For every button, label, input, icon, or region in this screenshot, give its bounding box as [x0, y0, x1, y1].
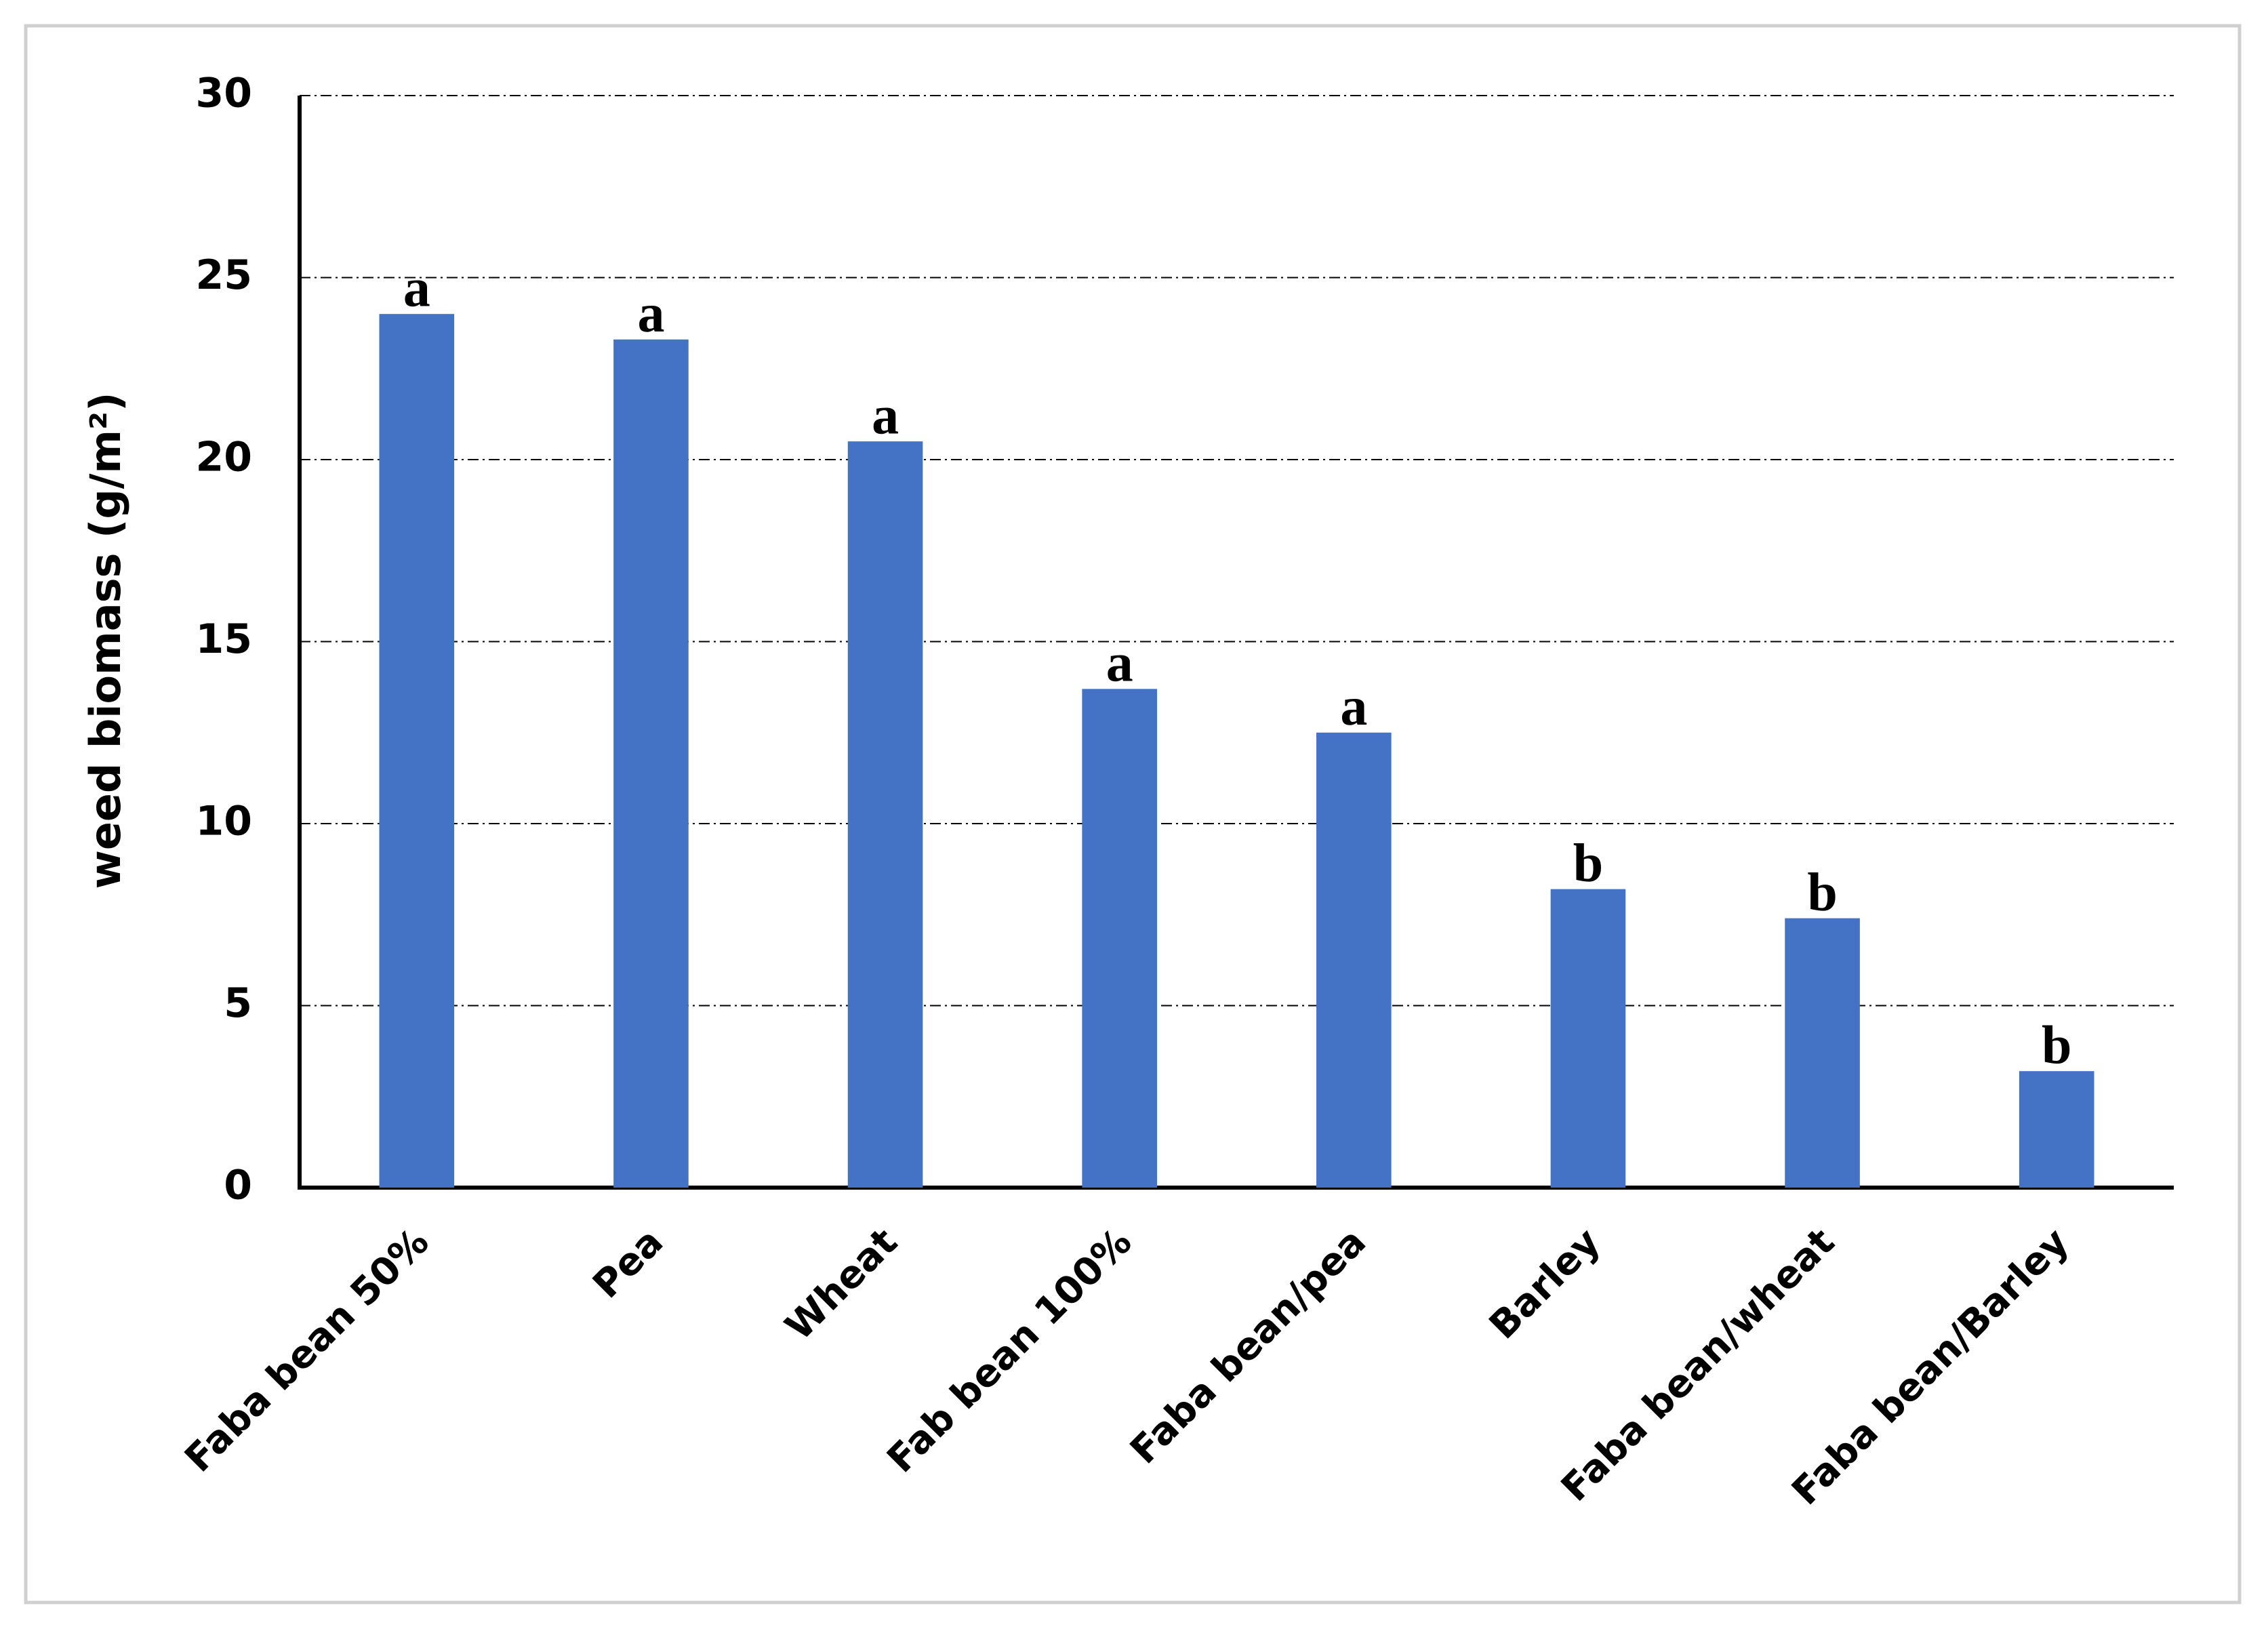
bar: [847, 441, 923, 1188]
significance-letter: a: [1340, 677, 1367, 737]
bar: [379, 314, 455, 1188]
x-tick-label: Wheat: [777, 1220, 906, 1349]
significance-letter: a: [403, 259, 430, 319]
y-tick-label: 0: [224, 1162, 252, 1209]
frame: [24, 24, 2242, 1604]
significance-letter: b: [1807, 863, 1838, 923]
significance-letter: a: [1106, 634, 1133, 693]
y-tick-label: 25: [196, 251, 253, 299]
x-tick-label: Pea: [584, 1220, 672, 1308]
bar: [613, 339, 689, 1188]
bar: [1550, 889, 1626, 1188]
bar: [1082, 689, 1157, 1188]
bar: [1785, 918, 1860, 1188]
y-axis-label: weed biomass (g/m²): [81, 392, 130, 889]
significance-letter: b: [1573, 834, 1604, 893]
x-tick-label: Faba bean 50%: [176, 1220, 437, 1481]
bar: [1316, 732, 1392, 1188]
x-tick-label: Fab bean 100%: [879, 1220, 1141, 1482]
y-tick-label: 20: [196, 434, 253, 481]
y-tick-label: 10: [196, 798, 253, 845]
y-tick-label: 30: [196, 70, 253, 117]
y-tick-label: 15: [196, 615, 253, 663]
significance-letter: b: [2042, 1016, 2072, 1076]
bar: [2019, 1071, 2094, 1188]
y-tick-label: 5: [224, 980, 252, 1027]
x-tick-label: Faba bean/pea: [1122, 1220, 1375, 1473]
significance-letter: a: [637, 284, 664, 344]
significance-letter: a: [872, 386, 899, 446]
x-tick-label: Barley: [1481, 1220, 1609, 1348]
